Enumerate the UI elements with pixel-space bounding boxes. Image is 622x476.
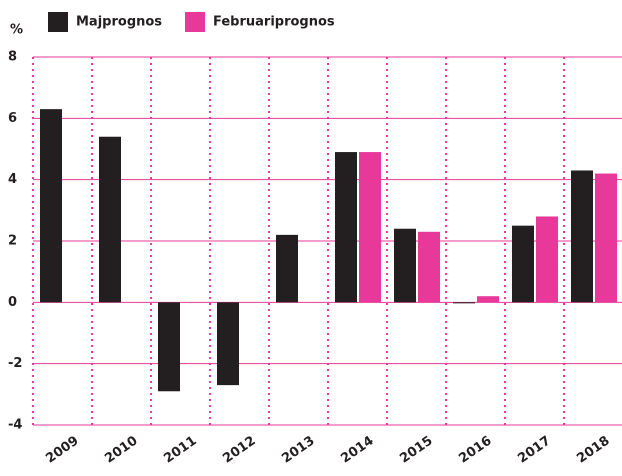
x-tick-label: 2015 xyxy=(397,433,435,466)
legend-label: Februariprognos xyxy=(213,15,335,30)
y-tick-label: -2 xyxy=(8,356,22,371)
x-tick-label: 2011 xyxy=(161,433,199,466)
y-tick-label: 6 xyxy=(8,111,17,126)
y-tick-label: 8 xyxy=(8,50,17,65)
bar xyxy=(536,216,558,303)
y-tick-label: -4 xyxy=(8,418,22,433)
legend-label: Majprognos xyxy=(76,15,162,30)
x-tick-label: 2016 xyxy=(456,433,494,466)
y-tick-label: 2 xyxy=(8,234,17,249)
x-tick-label: 2017 xyxy=(515,433,553,466)
y-unit: % xyxy=(10,23,23,38)
bar xyxy=(477,296,499,303)
bar xyxy=(359,152,381,303)
legend-swatch xyxy=(48,12,68,32)
bar xyxy=(40,109,62,303)
bar xyxy=(418,231,440,303)
bar xyxy=(571,170,593,303)
bar xyxy=(335,152,357,303)
bar xyxy=(595,173,617,303)
bar xyxy=(394,228,416,303)
legend-swatch xyxy=(185,12,205,32)
bar xyxy=(99,136,121,303)
bar xyxy=(453,302,475,304)
bar xyxy=(158,302,180,392)
x-tick-label: 2014 xyxy=(338,433,376,466)
x-tick-label: 2010 xyxy=(102,433,140,466)
y-tick-label: 0 xyxy=(8,295,17,310)
bar xyxy=(217,302,239,386)
x-tick-label: 2012 xyxy=(220,433,258,466)
x-tick-label: 2018 xyxy=(574,433,612,466)
y-tick-label: 4 xyxy=(8,172,17,187)
bar xyxy=(512,225,534,303)
x-tick-label: 2013 xyxy=(279,433,317,466)
x-tick-label: 2009 xyxy=(43,433,81,466)
bar xyxy=(276,234,298,303)
